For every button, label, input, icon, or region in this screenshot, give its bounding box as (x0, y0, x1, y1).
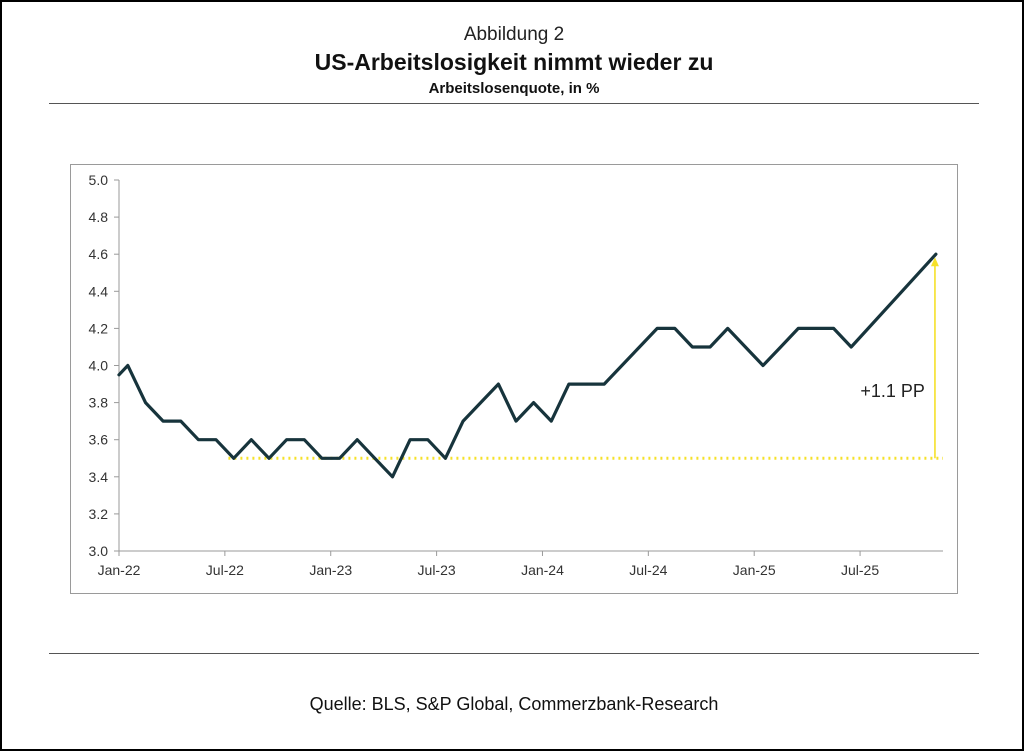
data-point (779, 345, 782, 349)
y-tick-label: 3.6 (89, 432, 109, 448)
y-tick-label: 4.0 (89, 358, 109, 374)
data-point (161, 419, 165, 423)
y-tick-label: 4.4 (89, 283, 109, 299)
data-point (479, 401, 482, 404)
data-point (603, 382, 606, 386)
data-point (338, 457, 341, 460)
x-tick-label: Jan-25 (733, 562, 776, 578)
annotation-label: +1.1 PP (860, 381, 925, 401)
figure-label: Abbildung 2 (463, 24, 565, 45)
data-point (117, 373, 121, 376)
data-point (832, 327, 835, 330)
data-point (567, 382, 571, 386)
y-tick-label: 5.0 (89, 172, 109, 188)
data-point (532, 401, 535, 404)
source-note: Quelle: BLS, S&P Global, Commerzbank-Res… (309, 694, 719, 714)
x-tick-label: Jul-24 (629, 562, 667, 578)
data-point (356, 438, 359, 441)
data-point (444, 457, 447, 460)
data-point (814, 327, 818, 330)
x-tick-label: Jul-22 (206, 562, 244, 578)
data-point (267, 457, 271, 460)
data-point (391, 475, 394, 478)
data-point (673, 327, 677, 330)
data-point (179, 419, 182, 423)
chart-subtitle: Arbeitslosenquote, in % (428, 80, 600, 97)
data-point (144, 401, 147, 404)
data-point (797, 327, 800, 330)
y-tick-label: 3.2 (89, 506, 109, 522)
data-point (303, 438, 306, 441)
data-point (126, 364, 130, 367)
data-point (638, 345, 641, 349)
data-point (250, 438, 253, 441)
chart-title: US-Arbeitslosigkeit nimmt wieder zu (314, 49, 714, 75)
data-point (744, 345, 747, 349)
annotation-arrowhead (930, 257, 939, 267)
x-tick-label: Jan-22 (98, 562, 141, 578)
series-line-unemployment (117, 252, 938, 479)
y-tick-label: 4.6 (89, 246, 109, 262)
data-point (320, 457, 324, 460)
data-point (655, 327, 659, 330)
y-tick-label: 4.2 (89, 320, 109, 336)
data-point (285, 438, 288, 441)
y-tick-label: 4.8 (89, 209, 109, 225)
bottom-divider (49, 653, 979, 654)
y-tick-label: 3.0 (89, 543, 109, 559)
data-point (232, 457, 235, 460)
y-tick-label: 3.8 (89, 395, 109, 411)
data-point (691, 345, 694, 349)
x-tick-label: Jan-23 (309, 562, 352, 578)
line-chart: 3.0 3.2 3.4 3.6 3.8 4.0 4.2 4.4 4.6 4.8 5.0 Jan-22 J… (89, 172, 943, 578)
data-point (373, 457, 377, 460)
x-tick-label: Jul-23 (418, 562, 456, 578)
plot-area: 3.0 3.2 3.4 3.6 3.8 4.0 4.2 4.4 4.6 4.8 5.0 Jan-22 J… (70, 164, 958, 594)
data-point (934, 253, 938, 256)
data-point (585, 382, 588, 386)
data-point (408, 438, 412, 441)
data-point (514, 419, 518, 423)
data-point (850, 345, 853, 349)
data-point (461, 419, 465, 423)
data-point (761, 364, 765, 367)
data-point (214, 438, 218, 441)
x-tick-label: Jan-24 (521, 562, 564, 578)
y-tick-label: 3.4 (89, 469, 109, 485)
top-divider (49, 103, 979, 104)
data-point (708, 345, 712, 349)
data-point (197, 438, 200, 441)
data-point (497, 382, 500, 386)
data-point (726, 327, 729, 330)
data-point (620, 364, 624, 367)
data-point (426, 438, 429, 441)
x-tick-label: Jul-25 (841, 562, 879, 578)
data-point (550, 419, 553, 423)
